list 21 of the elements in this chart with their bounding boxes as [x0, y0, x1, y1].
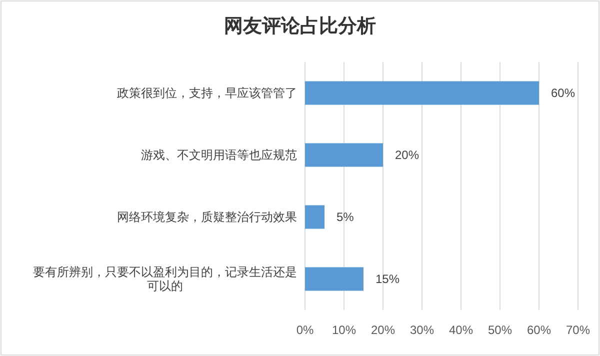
- x-tick-label: 20%: [370, 323, 396, 337]
- data-label: 20%: [395, 148, 420, 162]
- x-tick-label: 0%: [296, 323, 314, 337]
- bar: [305, 205, 324, 229]
- x-tick-label: 70%: [566, 323, 590, 337]
- bar: [305, 81, 539, 105]
- data-label: 60%: [551, 86, 576, 100]
- y-tick-label: 网络环境复杂，质疑整治行动效果: [117, 210, 297, 224]
- x-tick-label: 60%: [526, 323, 552, 337]
- x-tick-label: 50%: [488, 323, 512, 337]
- data-label: 5%: [336, 210, 354, 224]
- x-tick-label: 10%: [332, 323, 356, 337]
- y-tick-label: 政策很到位，支持，早应该管管了: [117, 86, 297, 100]
- data-label: 15%: [376, 272, 400, 286]
- bar: [305, 267, 364, 291]
- y-tick-label: 要有所辨别，只要不以盈利为目的，记录生活还是可以的: [33, 265, 297, 293]
- x-tick-label: 40%: [448, 323, 474, 337]
- chart-title: 网友评论占比分析: [224, 15, 376, 37]
- x-tick-label: 30%: [410, 323, 434, 337]
- bar: [305, 143, 383, 167]
- y-tick-label: 游戏、不文明用语等也应规范: [141, 148, 297, 162]
